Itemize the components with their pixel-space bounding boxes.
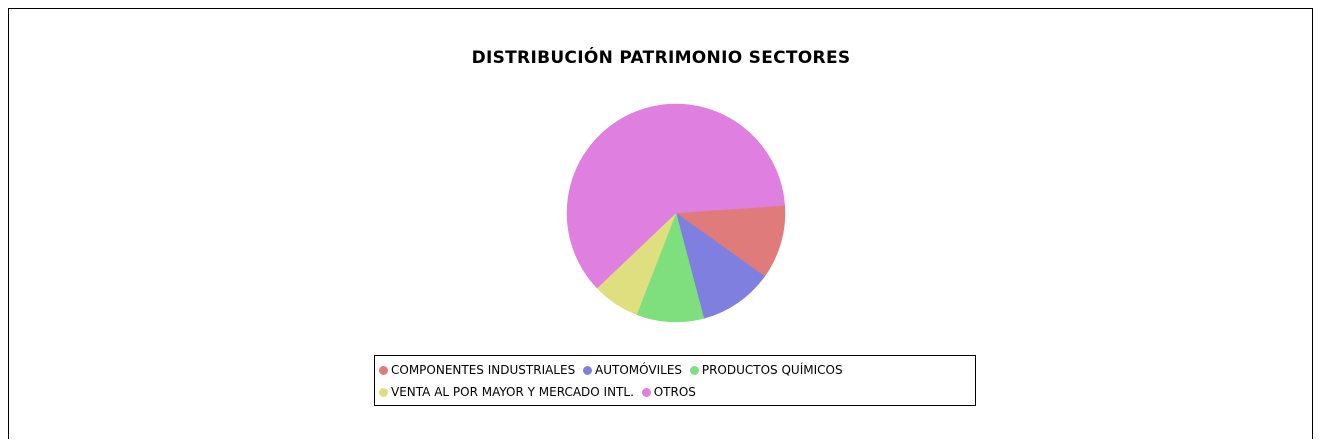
pie-slice <box>566 103 786 289</box>
legend-item: VENTA AL POR MAYOR Y MERCADO INTL. <box>379 385 634 399</box>
legend-swatch <box>379 388 388 397</box>
legend-item: AUTOMÓVILES <box>583 363 682 377</box>
legend-label: OTROS <box>653 385 696 399</box>
legend-label: COMPONENTES INDUSTRIALES <box>391 363 576 377</box>
legend-label: AUTOMÓVILES <box>595 363 683 377</box>
legend-swatch <box>379 366 388 375</box>
legend-label: VENTA AL POR MAYOR Y MERCADO INTL. <box>391 385 634 399</box>
legend-item: COMPONENTES INDUSTRIALES <box>379 363 575 377</box>
chart-title: DISTRIBUCIÓN PATRIMONIO SECTORES <box>471 48 851 68</box>
pie-slice <box>675 205 786 277</box>
legend-item: OTROS <box>641 385 696 399</box>
pie-slice <box>675 212 765 319</box>
legend-swatch <box>641 388 651 397</box>
legend: COMPONENTES INDUSTRIALES AUTOMÓVILES PRO… <box>374 355 976 406</box>
legend-swatch <box>583 366 593 375</box>
legend-swatch <box>689 366 699 375</box>
legend-label: PRODUCTOS QUÍMICOS <box>701 363 843 377</box>
legend-item: PRODUCTOS QUÍMICOS <box>689 363 843 377</box>
